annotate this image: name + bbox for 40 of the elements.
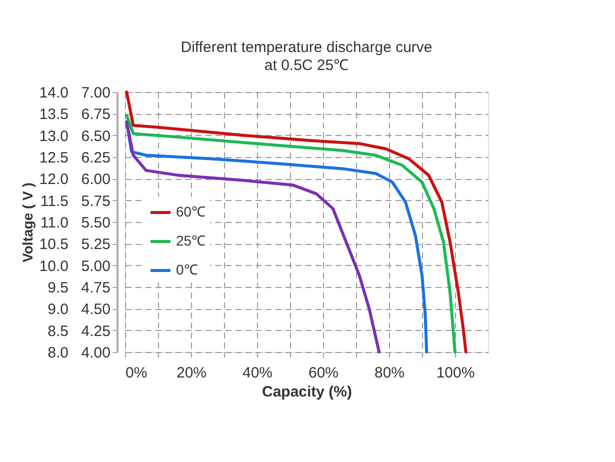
y2-tick-label: 4.25 [81,322,110,340]
line-series [125,120,381,354]
y-tick-label: 13.5 [39,106,68,124]
y-tick-label: 10.0 [39,258,68,275]
y-tick-label: 9.0 [48,301,68,318]
y2-tick-label: 4.50 [81,301,110,318]
x-tick-label: 100% [436,364,475,382]
y-tick-label: 10.5 [39,236,68,254]
y2-tick-label: 6.75 [81,106,110,124]
y-tick-label: 14.0 [39,84,68,102]
y-tick-label: 11.5 [40,192,68,210]
y-tick-label: 8.5 [48,322,68,340]
x-tick-label: 60% [308,364,339,382]
y2-tick-label: 6.00 [81,171,110,188]
y2-tick-label: 6.50 [81,128,110,145]
legend-label: 0℃ [176,262,198,278]
y-tick-label: 8.0 [48,344,68,362]
y2-tick-label: 5.50 [81,214,110,232]
x-tick-label: 20% [176,364,207,382]
chart-subtitle: at 0.5C 25℃ [264,57,349,74]
legend-label: 25℃ [176,232,206,248]
y2-tick-label: 5.00 [81,258,110,275]
legend-label: 60℃ [176,204,206,220]
y-axis-title: Voltage ( V ) [19,182,36,262]
y2-tick-label: 5.75 [81,192,110,210]
y2-tick-label: 4.75 [81,280,110,296]
y-tick-label: 12.0 [39,171,68,188]
x-tick-label: 0% [126,364,148,382]
y-tick-label: 9.5 [48,280,68,296]
y-tick-label: 13.0 [39,128,68,145]
x-tick-label: 80% [374,364,405,382]
x-tick-label: 40% [242,364,273,382]
y2-tick-label: 4.00 [81,344,110,362]
chart-title: Different temperature discharge curve [180,39,432,56]
y2-tick-label: 5.25 [81,236,110,254]
x-axis-title: Capacity (%) [262,384,352,400]
y2-tick-label: 7.00 [81,84,110,102]
y-tick-label: 12.5 [39,150,68,166]
y-tick-label: 11.0 [40,214,68,232]
y2-tick-label: 6.25 [81,150,110,166]
